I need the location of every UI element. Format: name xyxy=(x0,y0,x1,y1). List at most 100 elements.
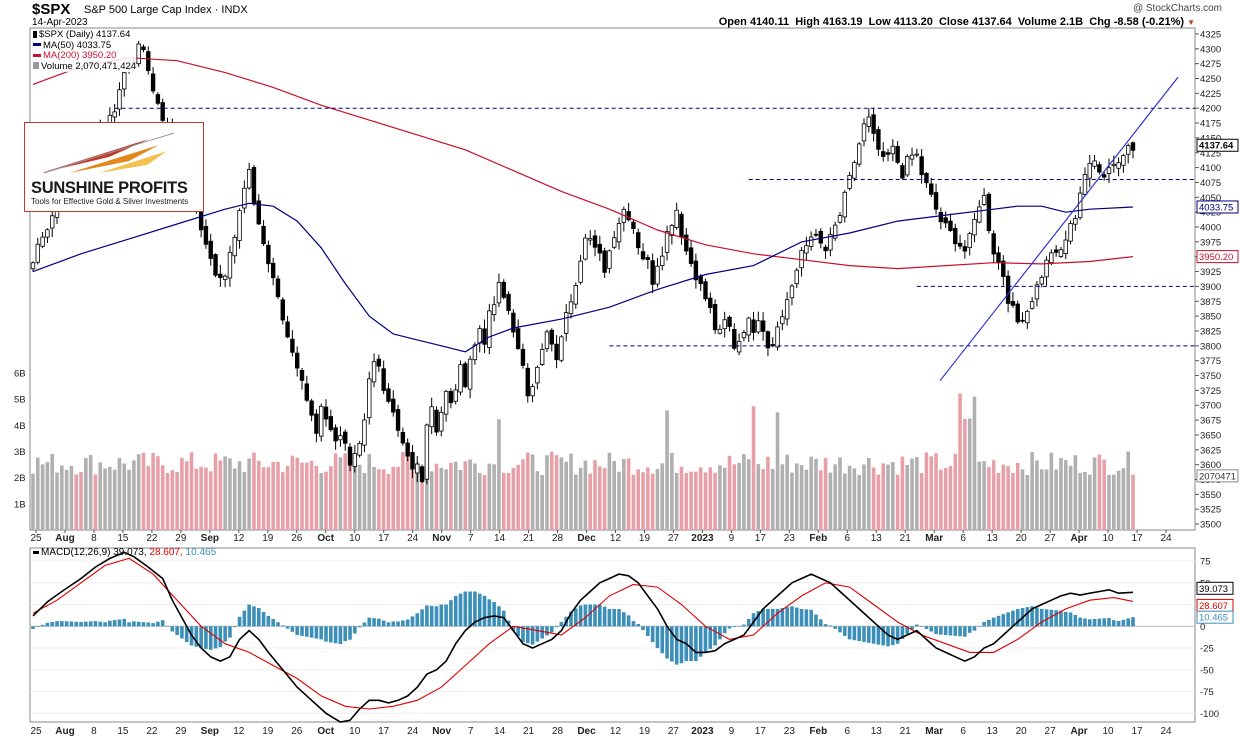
candle-body xyxy=(655,265,660,285)
candle-body xyxy=(338,435,343,441)
stockcharts-credit: @ StockCharts.com xyxy=(1132,3,1222,14)
macd-panel-frame xyxy=(29,547,1196,723)
macd-histogram-bar xyxy=(583,604,588,627)
candle-body xyxy=(751,319,756,333)
volume-bar xyxy=(650,473,655,530)
macd-histogram-bar xyxy=(948,626,953,636)
legend-ma50-text: MA(50) 4033.75 xyxy=(43,39,112,51)
volume-bar xyxy=(857,475,862,530)
volume-bar xyxy=(991,460,996,530)
macd-histogram-bar xyxy=(727,626,732,629)
macd-histogram-bar xyxy=(84,621,88,627)
symbol-title: $SPX xyxy=(32,1,71,18)
volume-bar xyxy=(967,418,972,530)
volume-bar xyxy=(895,474,900,530)
volume-bar xyxy=(189,452,194,530)
candle-body xyxy=(924,172,929,184)
candle-body xyxy=(376,358,382,367)
volume-bar xyxy=(79,472,83,530)
volume-bar xyxy=(300,462,304,530)
volume-bar xyxy=(396,466,400,530)
volume-bar xyxy=(377,469,381,530)
volume-bar xyxy=(492,464,496,530)
macd-histogram-bar xyxy=(367,617,372,627)
volume-bar xyxy=(1078,472,1082,530)
macd-histogram-bar xyxy=(900,626,905,639)
macd-x-tick-label: Aug xyxy=(55,726,74,737)
candle-body xyxy=(1010,301,1016,306)
macd-histogram-bar xyxy=(891,626,895,646)
volume-bar xyxy=(136,454,141,530)
macd-histogram-bar xyxy=(698,626,703,657)
volume-bar xyxy=(756,464,761,530)
macd-x-tick-label: Nov xyxy=(432,726,451,737)
macd-histogram-bar xyxy=(804,609,809,627)
candle-body xyxy=(136,43,141,65)
macd-x-tick-label: 6 xyxy=(845,726,851,737)
price-y-tick-label: 3850 xyxy=(1200,312,1221,323)
macd-line xyxy=(32,551,1134,723)
x-tick-label: 19 xyxy=(262,533,274,544)
price-tag-box xyxy=(1196,138,1239,152)
macd-x-tick-label: 21 xyxy=(523,726,535,737)
x-tick-label: 21 xyxy=(900,533,912,544)
volume-bar xyxy=(223,456,227,530)
macd-histogram-bar xyxy=(516,626,520,637)
macd-histogram-bar xyxy=(247,604,251,627)
macd-histogram-bar xyxy=(1073,614,1078,627)
volume-bar xyxy=(1039,469,1044,530)
macd-histogram-bar xyxy=(732,626,737,628)
candle-body xyxy=(323,406,329,420)
macd-histogram-bar xyxy=(266,615,271,627)
volume-bar xyxy=(915,457,919,530)
macd-histogram-bar xyxy=(622,612,626,627)
candle-body xyxy=(520,348,526,366)
candle-body xyxy=(232,237,237,257)
candle-body xyxy=(40,236,45,247)
macd-histogram-bar xyxy=(679,626,684,664)
candle-body xyxy=(616,223,622,243)
x-tick-label: 13 xyxy=(871,533,883,544)
macd-histogram-bar xyxy=(117,619,122,627)
volume-bar xyxy=(871,467,876,530)
volume-bar xyxy=(1011,472,1015,530)
candle-body xyxy=(1077,192,1083,219)
macd-histogram-bar xyxy=(934,626,938,635)
x-tick-label: 6 xyxy=(845,533,851,544)
macd-histogram-bar xyxy=(578,605,583,627)
volume-bar xyxy=(818,470,823,530)
candle-body xyxy=(698,275,703,285)
candle-body xyxy=(957,242,963,247)
macd-histogram-bar xyxy=(631,621,636,627)
candle-body xyxy=(712,303,718,331)
volume-bar xyxy=(180,458,184,530)
volume-bar xyxy=(737,462,741,530)
volume-bar xyxy=(141,452,146,530)
macd-histogram-bar xyxy=(1068,612,1073,627)
price-y-tick-label: 4325 xyxy=(1200,29,1221,40)
volume-bar xyxy=(247,458,251,530)
candle-body xyxy=(511,312,516,333)
macd-histogram-bar xyxy=(626,615,631,627)
candle-body xyxy=(890,145,896,155)
x-tick-label: 6 xyxy=(960,533,966,544)
legend-ma200: MA(200) 3950.20 xyxy=(33,50,136,62)
candle-body xyxy=(760,320,766,332)
macd-histogram-bar xyxy=(271,619,275,627)
macd-x-tick-label: 21 xyxy=(900,726,912,737)
candle-body xyxy=(832,224,838,239)
volume-bar xyxy=(117,457,122,530)
candle-body xyxy=(429,406,434,428)
volume-bar xyxy=(434,463,439,530)
candle-body xyxy=(30,262,36,270)
macd-histogram-bar xyxy=(991,617,996,627)
macd-histogram-bar xyxy=(160,620,165,627)
candle-body xyxy=(347,446,353,466)
signal-value: 28.607, xyxy=(149,547,183,558)
volume-bar xyxy=(458,470,463,530)
macd-histogram-bar xyxy=(444,604,448,627)
candle-body xyxy=(645,257,651,260)
macd-x-tick-label: 24 xyxy=(407,726,419,737)
legend-volume: Volume 2,070,471,424 xyxy=(33,61,136,73)
macd-histogram-bar xyxy=(1001,614,1006,627)
